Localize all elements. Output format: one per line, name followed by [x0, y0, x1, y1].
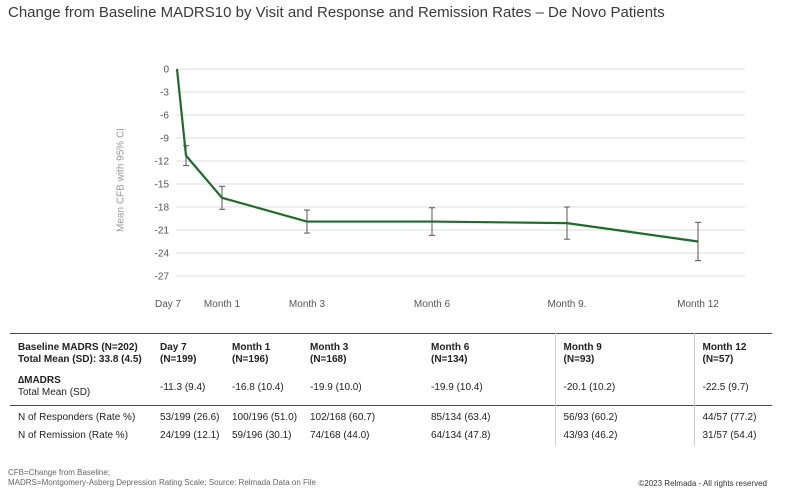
responders-label: N of Responders (Rate %): [10, 405, 152, 428]
error-bars: [183, 145, 701, 262]
y-tick-label: -27: [155, 272, 170, 283]
x-tick-labels: Day 7 Month 1 Month 3 Month 6 Month 9. Month …: [155, 299, 719, 310]
col-header-month1: Month 1 (N=196): [224, 333, 302, 368]
visit-label: Month 6: [431, 342, 470, 353]
table-row-remission: N of Remission (Rate %) 24/199 (12.1) 59…: [10, 428, 772, 446]
baseline-header: Baseline MADRS (N=202) Total Mean (SD): …: [10, 333, 152, 368]
table-row-delta: ∆MADRS Total Mean (SD) -11.3 (9.4) -16.8…: [10, 368, 772, 406]
remission-cell: 64/134 (47.8): [431, 430, 491, 441]
x-tick-label: Month 3: [289, 299, 326, 310]
x-tick-label: Month 1: [204, 299, 241, 310]
baseline-n: Baseline MADRS (N=202): [18, 342, 138, 353]
visit-label: Month 12: [702, 342, 747, 353]
visit-label: Month 1: [232, 342, 271, 353]
visit-label: Month 3: [310, 342, 349, 353]
visit-label: Month 9: [563, 342, 602, 353]
x-tick-label: Month 12: [677, 299, 719, 310]
x-tick-label: Month 6: [414, 299, 451, 310]
col-header-day7: Day 7 (N=199): [152, 333, 224, 368]
delta-row-label: ∆MADRS Total Mean (SD): [10, 368, 152, 406]
delta-cell: -20.1 (10.2): [554, 368, 695, 406]
y-tick-label: -15: [155, 180, 170, 191]
remission-cell: 31/57 (54.4): [702, 430, 757, 441]
y-tick-label: -6: [160, 111, 169, 122]
footnote-line: CFB=Change from Baseline;: [8, 468, 111, 477]
x-tick-label: Day 7: [155, 299, 182, 310]
responders-cell: 102/168 (60.7): [302, 405, 423, 428]
visit-n: (N=57): [702, 354, 734, 365]
table-header-row: Baseline MADRS (N=202) Total Mean (SD): …: [10, 333, 772, 368]
footnote: CFB=Change from Baseline; MADRS=Montgome…: [8, 468, 316, 488]
delta-cell: -19.9 (10.0): [310, 382, 362, 393]
y-axis-label: Mean CFB with 95% CI: [115, 128, 127, 232]
responders-cell: 56/93 (60.2): [554, 405, 695, 428]
remission-cell: 43/93 (46.2): [554, 428, 695, 446]
y-tick-label: -9: [160, 134, 169, 145]
visit-n: (N=168): [310, 354, 347, 365]
remission-label: N of Remission (Rate %): [18, 430, 129, 441]
series-line-mean-cfb: [175, 68, 699, 243]
table-top-rule: [10, 333, 772, 334]
delta-cell: -19.9 (10.4): [431, 382, 483, 393]
footnote-line: MADRS=Montgomery-Asberg Depression Ratin…: [8, 478, 316, 487]
y-tick-label: -21: [155, 226, 170, 237]
y-tick-label: -18: [155, 203, 170, 214]
visit-n: (N=134): [431, 354, 468, 365]
y-tick-label: 0: [163, 65, 169, 76]
delta-cell: -11.3 (9.4): [160, 382, 206, 393]
col-header-month3: Month 3 (N=168): [302, 333, 423, 368]
delta-label: ∆MADRS: [18, 375, 61, 386]
responders-cell: 100/196 (51.0): [224, 405, 302, 428]
visit-n: (N=199): [160, 354, 197, 365]
gridlines: [176, 68, 745, 277]
x-tick-label: Month 9.: [548, 299, 587, 310]
delta-cell: -22.5 (9.7): [702, 382, 749, 393]
responders-cell: 53/199 (26.6): [152, 405, 224, 428]
delta-sublabel: Total Mean (SD): [18, 387, 91, 398]
responders-cell: 44/57 (77.2): [694, 405, 772, 428]
responders-cell: 85/134 (63.4): [423, 405, 555, 428]
remission-cell: 24/199 (12.1): [160, 430, 220, 441]
results-table: Baseline MADRS (N=202) Total Mean (SD): …: [10, 333, 772, 446]
series-lines: [175, 68, 699, 243]
y-tick-label: -24: [155, 249, 170, 260]
visit-label: Day 7: [160, 342, 187, 353]
baseline-mean: Total Mean (SD): 33.8 (4.5): [18, 354, 142, 365]
y-tick-label: -3: [160, 88, 169, 99]
y-tick-label: -12: [155, 157, 170, 168]
y-tick-labels: 0 -3 -6 -9 -12 -15 -18 -21 -24 -27: [155, 65, 170, 283]
col-header-month12: Month 12 (N=57): [694, 333, 772, 368]
col-header-month6: Month 6 (N=134): [423, 333, 555, 368]
page-title: Change from Baseline MADRS10 by Visit an…: [8, 4, 665, 21]
line-chart: 0 -3 -6 -9 -12 -15 -18 -21 -24 -27 Day 7 Month 1 Mo…: [155, 65, 745, 310]
table-row-responders: N of Responders (Rate %) 53/199 (26.6) 1…: [10, 405, 772, 428]
copyright: ©2023 Relmada - All rights reserved: [638, 479, 767, 488]
remission-cell: 59/196 (30.1): [232, 430, 292, 441]
delta-cell: -16.8 (10.4): [232, 382, 284, 393]
visit-n: (N=196): [232, 354, 269, 365]
remission-cell: 74/168 (44.0): [310, 430, 370, 441]
visit-n: (N=93): [563, 354, 595, 365]
col-header-month9: Month 9 (N=93): [554, 333, 695, 368]
